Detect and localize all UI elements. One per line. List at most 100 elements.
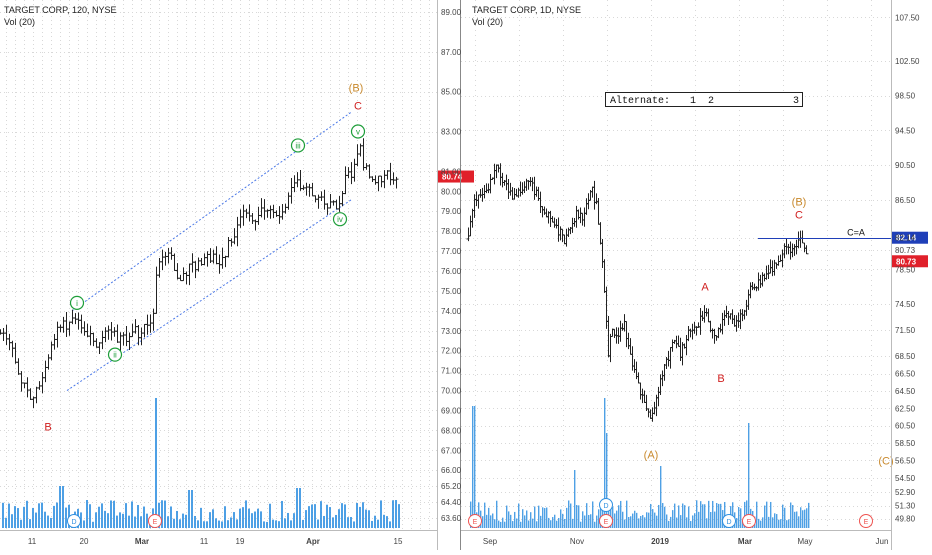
right-wave-label-(A)[interactable]: (A) — [644, 449, 659, 461]
right-volume-bar — [626, 500, 628, 528]
left-volume-bar — [20, 519, 22, 528]
left-volume-bar — [176, 510, 178, 528]
right-price-tick-label: 66.50 — [895, 370, 916, 379]
wave-label-text: iv — [337, 215, 343, 224]
left-volume-bar — [143, 506, 145, 528]
right-price-tick-label: 60.50 — [895, 422, 916, 431]
right-wave-label-(C)[interactable]: (C) — [878, 455, 893, 467]
left-wave-label-(B)[interactable]: (B) — [349, 83, 364, 95]
left-volume-bar — [29, 519, 31, 528]
right-volume-bar — [552, 517, 554, 528]
right-volume-bar — [650, 503, 652, 528]
right-volume-bar — [742, 521, 744, 528]
left-wave-label-i[interactable]: i — [69, 295, 85, 310]
left-volume-bar — [41, 502, 43, 528]
right-last-price-tag[interactable]: 80.73 — [892, 255, 928, 268]
left-volume-bar — [35, 512, 37, 528]
left-volume-bar — [44, 511, 46, 528]
right-volume-bar — [746, 500, 748, 528]
left-volume-bar — [344, 504, 346, 528]
right-volume-bar — [534, 506, 536, 528]
right-volume-bar — [488, 507, 490, 528]
left-wave-label-iv[interactable]: iv — [332, 212, 348, 227]
left-earnings-marker[interactable]: E — [148, 514, 162, 528]
left-volume-bar — [371, 520, 373, 528]
left-volume-bar — [230, 517, 232, 528]
left-volume-bar — [218, 520, 220, 528]
left-price-tick-label: 80.00 — [441, 187, 462, 196]
alternate-count-box[interactable]: Alternate: 1 2 3 — [605, 92, 803, 108]
left-dividend-marker[interactable]: D — [67, 514, 81, 528]
left-volume-bar — [80, 512, 82, 528]
right-wave-label-B[interactable]: B — [717, 373, 724, 385]
left-volume-bar — [146, 513, 148, 528]
left-wave-label-iii[interactable]: iii — [290, 138, 306, 153]
right-volume-bar — [526, 510, 528, 528]
left-price-tick-label: 77.00 — [441, 247, 462, 256]
left-wave-label-ii[interactable]: ii — [107, 347, 123, 362]
right-price-tick-label: 102.50 — [895, 57, 920, 66]
left-price-tick-label: 81.00 — [441, 167, 462, 176]
right-dividend-marker[interactable]: D — [599, 498, 613, 512]
background-layer — [0, 0, 891, 550]
left-volume-bar — [260, 511, 262, 528]
right-volume-bar — [766, 501, 768, 528]
left-volume-bar — [23, 506, 25, 528]
left-volume-bar — [224, 506, 226, 528]
left-volume-bar — [377, 519, 379, 528]
left-wave-label-B[interactable]: B — [44, 421, 51, 433]
left-chart-title[interactable]: TARGET CORP, 120, NYSE — [4, 5, 117, 15]
right-volume-bar — [514, 511, 516, 528]
right-earnings-marker[interactable]: E — [599, 514, 613, 528]
right-volume-bar — [472, 406, 474, 528]
left-wave-label-v[interactable]: v — [350, 124, 366, 139]
left-volume-bar — [56, 502, 58, 528]
right-earnings-marker[interactable]: E — [468, 514, 482, 528]
left-last-price-tag[interactable]: 80.74 — [438, 170, 474, 183]
left-volume-bar — [269, 503, 271, 528]
right-wave-label-C[interactable]: C — [795, 210, 803, 222]
right-volume-bar — [804, 509, 806, 528]
right-volume-bar — [592, 501, 594, 528]
right-earnings-marker[interactable]: E — [742, 514, 756, 528]
right-volume-bar — [576, 505, 578, 528]
left-volume-bar — [164, 500, 166, 528]
left-volume-bar — [338, 509, 340, 528]
left-price-tick-label: 76.00 — [441, 267, 462, 276]
left-volume-bar — [92, 521, 94, 528]
right-dividend-marker[interactable]: D — [722, 514, 736, 528]
right-price-tick-label: 80.73 — [895, 246, 916, 255]
right-volume-bar — [682, 503, 684, 528]
right-price-tick-label: 82.14 — [895, 234, 916, 243]
dividend-marker-text: D — [603, 503, 608, 510]
left-volume-bar — [272, 519, 274, 528]
trend-channel-line[interactable] — [71, 111, 353, 312]
right-volume-bar — [490, 515, 492, 528]
left-wave-label-C[interactable]: C — [354, 101, 362, 113]
left-volume-bar — [185, 514, 187, 528]
right-time-tick-label: Mar — [738, 537, 752, 546]
target-price-tag[interactable]: 82.14 — [892, 231, 928, 244]
left-volume-bar — [137, 504, 139, 528]
right-volume-bar — [654, 512, 656, 528]
left-volume-indicator-label[interactable]: Vol (20) — [4, 17, 35, 27]
left-last-price-tag-text: 80.74 — [442, 173, 463, 182]
right-volume-bar — [698, 511, 700, 528]
right-wave-label-A[interactable]: A — [701, 282, 709, 294]
right-last-price-tag-bg — [892, 255, 928, 268]
axes-layer: 89.00 87.00 85.00 83.00 81.00 80.00 79.00 78.00… — [28, 8, 920, 546]
left-volume-bar — [266, 521, 268, 528]
right-volume-bar — [546, 507, 548, 528]
left-volume-bar — [326, 504, 328, 528]
right-volume-indicator-label[interactable]: Vol (20) — [472, 17, 503, 27]
right-chart-title[interactable]: TARGET CORP, 1D, NYSE — [472, 5, 581, 15]
left-price-tick-label: 75.00 — [441, 287, 462, 296]
left-volume-bar — [161, 500, 163, 528]
wave-circle — [107, 347, 123, 362]
left-volume-bar — [134, 516, 136, 528]
right-price-tick-label: 90.50 — [895, 161, 916, 170]
left-price-tick-label: 65.20 — [441, 482, 462, 491]
right-wave-label-(B)[interactable]: (B) — [792, 197, 807, 209]
right-earnings-marker[interactable]: E — [859, 514, 873, 528]
right-volume-bar — [778, 519, 780, 528]
